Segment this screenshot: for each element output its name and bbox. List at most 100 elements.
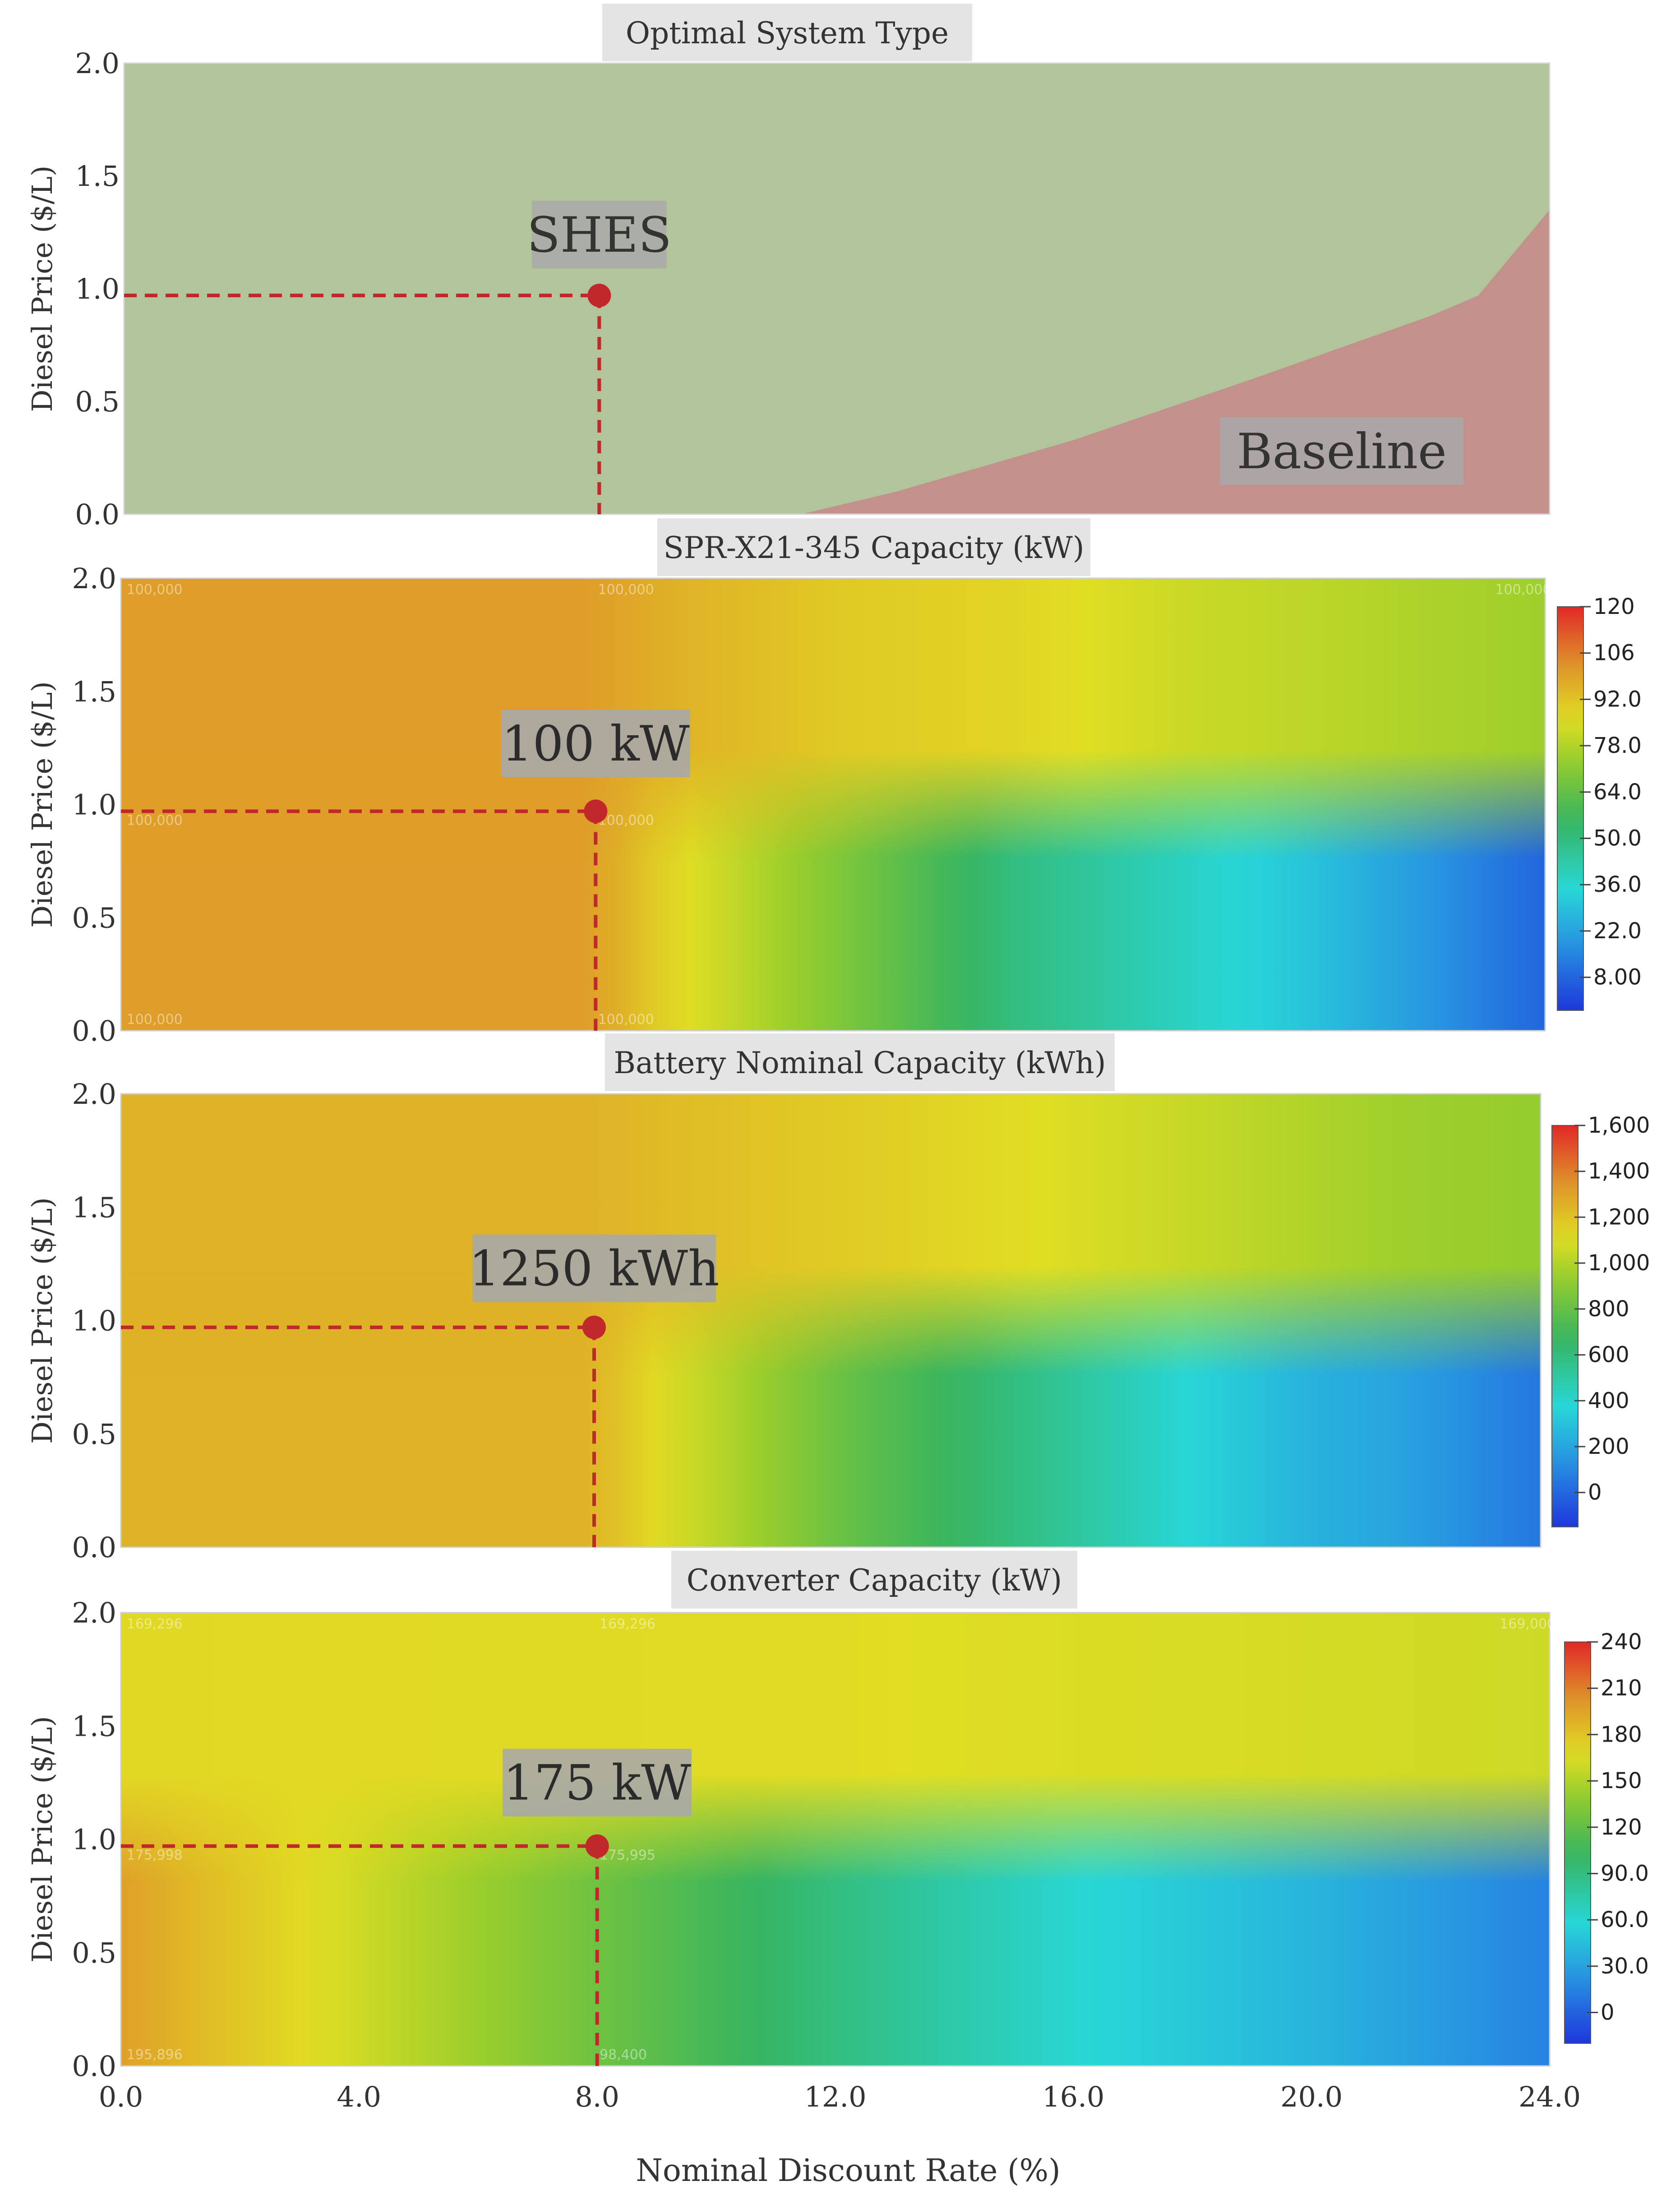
grid-value-label: 100,000 <box>1495 582 1551 598</box>
heatmap-high-price <box>121 1094 1541 1547</box>
y-tick-label: 1.0 <box>72 788 116 821</box>
grid-value-label: 100,000 <box>598 582 654 598</box>
x-tick-label: 4.0 <box>337 2080 382 2113</box>
y-tick-label: 1.0 <box>75 272 120 305</box>
x-tick-label: 0.0 <box>99 2080 143 2113</box>
annotation-label: 1250 kWh <box>469 1241 719 1297</box>
panel-1: Optimal System Type SHES Baseline 0.0 0.5 1.0… <box>26 4 1551 531</box>
y-tick-label: 2.0 <box>75 47 120 80</box>
colorbar-tick-label: 60.0 <box>1601 1907 1649 1932</box>
colorbar-tick-label: 30.0 <box>1601 1954 1649 1979</box>
plot-frame <box>120 577 1546 1032</box>
grid-value-label: 100,000 <box>598 1012 654 1028</box>
y-tick-label: 1.5 <box>72 675 116 708</box>
grid-value-label: 98,400 <box>600 2047 647 2063</box>
grid-value-label: 100,000 <box>127 582 183 598</box>
colorbar-tick-label: 0 <box>1588 1480 1602 1505</box>
chart-title-box <box>657 518 1090 576</box>
annotation-label: SHES <box>527 207 672 263</box>
colorbar-tick-label: 64.0 <box>1593 779 1642 805</box>
y-axis-label: Diesel Price ($/L) <box>26 681 59 927</box>
grid-value-label: 195,896 <box>127 2047 183 2063</box>
colorbar-tick-label: 800 <box>1588 1296 1629 1322</box>
y-tick-label: 0.0 <box>72 2050 116 2083</box>
highlight-point <box>587 284 611 307</box>
y-tick-label: 1.5 <box>72 1191 116 1224</box>
panel-2: SPR-X21-345 Capacity (kW) 100,000 100,000 1… <box>26 518 1642 1047</box>
colorbar-tick-label: 120 <box>1601 1815 1642 1840</box>
y-tick-label: 1.0 <box>72 1823 116 1856</box>
colorbar-tick-label: 106 <box>1593 641 1635 666</box>
colorbar <box>1551 1125 1578 1527</box>
colorbar-tick-label: 90.0 <box>1601 1861 1649 1886</box>
colorbar-tick-label: 1,400 <box>1588 1159 1650 1184</box>
colorbar-tick-label: 78.0 <box>1593 733 1642 758</box>
y-tick-label: 0.5 <box>75 385 120 418</box>
grid-value-label: 169,000 <box>1500 1616 1555 1632</box>
grid-value-label: 175,995 <box>600 1848 655 1863</box>
x-tick-label: 16.0 <box>1042 2080 1104 2113</box>
grid-value-label: 100,000 <box>127 1012 183 1028</box>
colorbar-tick-label: 1,600 <box>1588 1113 1650 1138</box>
annotation-box <box>1220 417 1464 485</box>
grid-value-label: 100,000 <box>127 813 183 829</box>
y-tick-label: 0.0 <box>72 1531 116 1564</box>
panel-4: Converter Capacity (kW) 169,296 169,296 169… <box>26 1551 1649 2083</box>
chart-title: Converter Capacity (kW) <box>687 1563 1062 1598</box>
colorbar-tick-label: 92.0 <box>1593 687 1642 712</box>
x-axis-label: Nominal Discount Rate (%) <box>636 2153 1060 2189</box>
grid-value-label: 169,296 <box>127 1616 183 1632</box>
y-tick-label: 0.0 <box>75 498 120 531</box>
highlight-point <box>582 1315 606 1339</box>
heatmap-high-price <box>121 578 1545 1031</box>
y-tick-label: 1.5 <box>72 1710 116 1743</box>
colorbar-tick-label: 120 <box>1593 594 1635 619</box>
highlight-point <box>584 799 608 823</box>
y-tick-label: 0.0 <box>72 1014 116 1047</box>
grid-value-label: 175,998 <box>127 1848 183 1863</box>
plot-frame <box>120 1093 1542 1548</box>
colorbar-tick-label: 600 <box>1588 1342 1629 1368</box>
x-tick-label: 24.0 <box>1518 2080 1581 2113</box>
y-axis-label: Diesel Price ($/L) <box>26 166 59 412</box>
annotation-box <box>532 201 667 268</box>
y-tick-label: 2.0 <box>72 1596 116 1629</box>
colorbar-tick-label: 180 <box>1601 1722 1642 1747</box>
colorbar <box>1564 1641 1591 2044</box>
colorbar-tick-label: 210 <box>1601 1676 1642 1701</box>
colorbar-tick-label: 200 <box>1588 1434 1629 1459</box>
y-tick-label: 0.5 <box>72 901 116 934</box>
chart-title: Battery Nominal Capacity (kWh) <box>614 1046 1106 1080</box>
chart-title-box <box>605 1033 1115 1091</box>
chart-title-box <box>602 4 972 61</box>
chart-title: Optimal System Type <box>626 16 949 51</box>
x-tick-label: 20.0 <box>1280 2080 1343 2113</box>
y-tick-label: 0.5 <box>72 1418 116 1451</box>
y-tick-label: 2.0 <box>72 562 116 595</box>
y-axis-label: Diesel Price ($/L) <box>26 1716 59 1962</box>
y-tick-label: 2.0 <box>72 1078 116 1111</box>
colorbar-tick-label: 240 <box>1601 1629 1642 1655</box>
panel-3: Battery Nominal Capacity (kWh) 1,600 1,400… <box>26 1033 1650 1564</box>
x-tick-label: 12.0 <box>804 2080 866 2113</box>
x-tick-label: 8.0 <box>575 2080 619 2113</box>
colorbar-tick-label: 1,000 <box>1588 1250 1650 1276</box>
annotation-label: Baseline <box>1237 424 1447 480</box>
grid-value-label: 100,000 <box>598 813 654 829</box>
colorbar-tick-label: 36.0 <box>1593 872 1642 897</box>
y-tick-label: 0.5 <box>72 1936 116 1969</box>
colorbar-tick-label: 0 <box>1601 2000 1615 2025</box>
colorbar-tick-label: 22.0 <box>1593 918 1642 944</box>
highlight-point <box>585 1834 609 1858</box>
y-tick-label: 1.5 <box>75 160 120 193</box>
annotation-label: 100 kW <box>502 716 690 772</box>
colorbar-tick-label: 50.0 <box>1593 826 1642 851</box>
annotation-label: 175 kW <box>503 1755 691 1812</box>
annotation-box <box>501 710 690 778</box>
heatmap-high-price <box>121 1613 1550 2066</box>
annotation-box <box>503 1748 692 1816</box>
annotation-box <box>472 1234 716 1302</box>
colorbar-tick-label: 150 <box>1601 1768 1642 1793</box>
